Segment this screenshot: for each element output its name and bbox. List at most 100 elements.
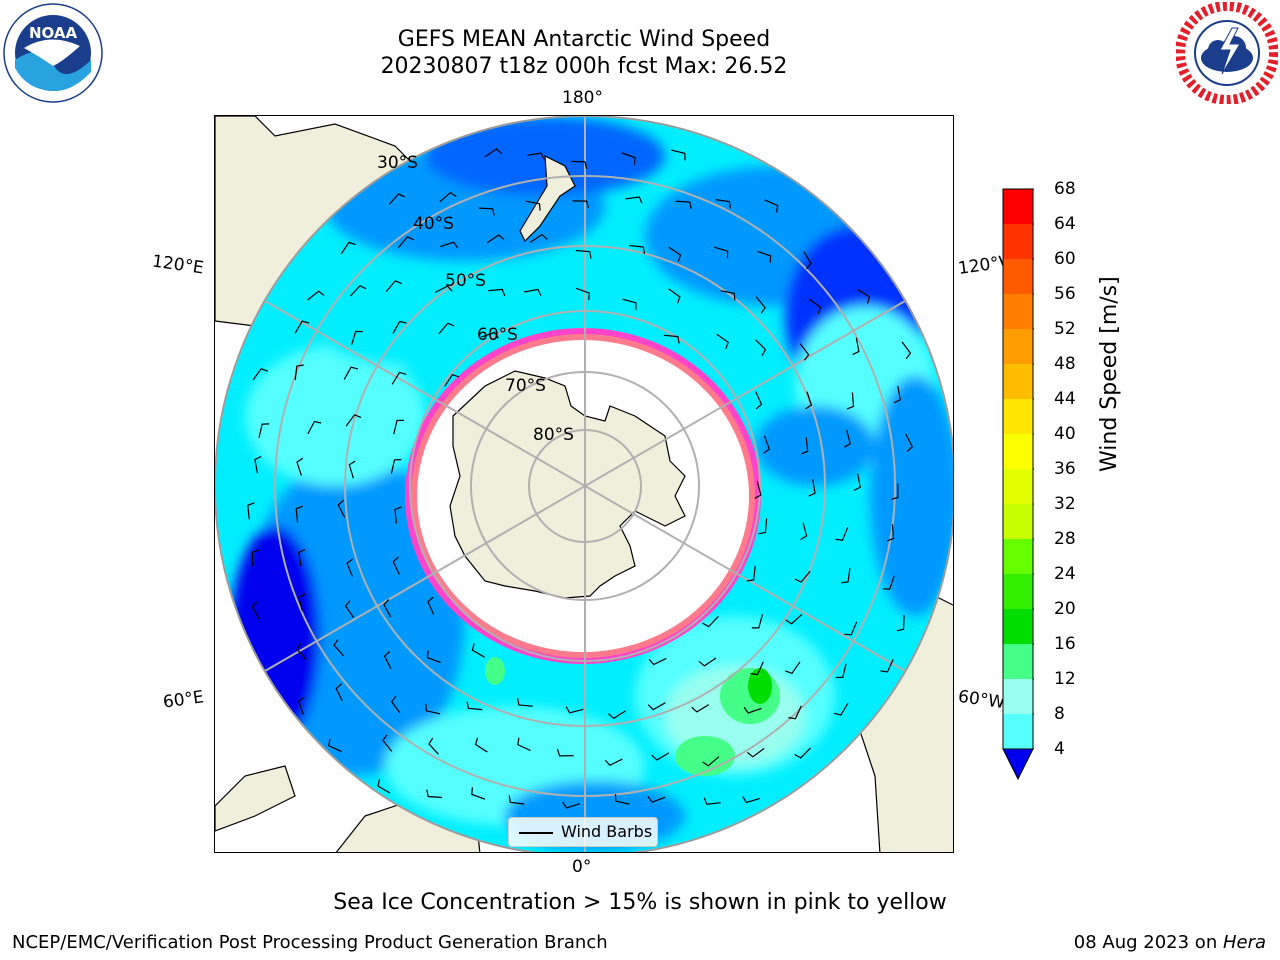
wind-barb <box>351 330 363 345</box>
colorbar-bin <box>1003 679 1033 714</box>
legend-label: Wind Barbs <box>561 822 653 841</box>
lat-label-40: 40°S <box>413 214 454 234</box>
wind-barb <box>751 614 764 629</box>
chart-subtitle: 20230807 t18z 000h fcst Max: 26.52 <box>380 54 788 79</box>
wind-barb <box>392 320 407 334</box>
wind-barb <box>668 288 681 304</box>
lat-label-80: 80°S <box>533 425 574 445</box>
wind-barb <box>527 152 545 160</box>
wind-barb <box>391 371 407 385</box>
colorbar-bin <box>1003 189 1033 224</box>
wind-barb <box>344 600 354 618</box>
colorbar-tick-label: 48 <box>1054 354 1076 374</box>
colorbar-tick-label: 4 <box>1054 739 1065 759</box>
wind-barb <box>486 234 505 244</box>
wind-barb <box>651 752 670 761</box>
wind-barb <box>350 284 367 297</box>
wind-barb <box>835 663 847 679</box>
footer-date: 08 Aug 2023 on Hera <box>1074 932 1266 953</box>
colorbar-bin <box>1003 539 1033 574</box>
wind-barb <box>747 747 765 758</box>
wind-barb <box>758 518 768 535</box>
wind-barb <box>743 706 762 714</box>
wind-barb <box>345 414 362 427</box>
wind-barb <box>629 244 646 255</box>
colorbar-bin <box>1003 504 1033 539</box>
wind-barb <box>841 567 851 584</box>
noaa-logo-text: NOAA <box>29 24 78 42</box>
colorbar-tick-label: 20 <box>1054 599 1076 619</box>
wind-barb <box>890 483 899 500</box>
wind-barb <box>755 391 763 410</box>
wind-barb <box>896 615 905 632</box>
wind-barb <box>852 337 860 356</box>
wind-barb <box>556 749 574 757</box>
colorbar-bin <box>1003 609 1033 644</box>
wind-barb <box>716 333 729 350</box>
wind-barb <box>808 479 816 497</box>
colorbar-tick-label: 24 <box>1054 564 1076 584</box>
wind-barb <box>478 207 495 216</box>
wind-barb <box>625 196 643 204</box>
colorbar <box>1002 188 1034 781</box>
wind-barb <box>794 747 812 759</box>
lon-label-60e: 60°E <box>161 687 206 713</box>
graticule <box>215 116 953 852</box>
wind-barb <box>383 651 392 669</box>
footer-date-text: 08 Aug 2023 on <box>1073 932 1223 953</box>
wind-barb <box>572 200 589 208</box>
wind-barb <box>575 287 590 301</box>
colorbar-bin <box>1003 714 1033 749</box>
wind-barb <box>755 339 767 356</box>
wind-barb <box>328 738 342 753</box>
wind-barb <box>604 758 623 767</box>
noaa-logo: NOAA <box>3 3 103 103</box>
lon-label-180: 180° <box>562 88 603 108</box>
colorbar-tick-label: 60 <box>1054 249 1076 269</box>
wind-barb <box>525 200 541 211</box>
wind-barb <box>844 621 858 636</box>
wind-barb <box>296 457 304 476</box>
wind-barb <box>800 522 808 541</box>
wind-barb <box>799 343 810 361</box>
wind-barb <box>307 290 325 301</box>
wind-barb <box>523 288 542 296</box>
wind-barb <box>808 298 822 315</box>
wind-barb <box>562 801 580 809</box>
wind-barb <box>427 596 435 615</box>
wind-barb <box>508 795 525 805</box>
footer-machine: Hera <box>1222 932 1266 953</box>
wind-barb <box>750 661 764 676</box>
wind-barb <box>671 149 686 161</box>
wind-barb <box>251 549 260 567</box>
colorbar-tick-label: 36 <box>1054 459 1076 479</box>
colorbar-bin <box>1003 329 1033 364</box>
colorbar-bin <box>1003 364 1033 399</box>
legend-barb-line <box>519 832 553 834</box>
sea-ice-caption: Sea Ice Concentration > 15% is shown in … <box>333 890 947 915</box>
wind-barb <box>428 737 439 755</box>
lat-label-70: 70°S <box>505 376 546 396</box>
wind-barb <box>425 703 441 715</box>
colorbar-tick-label: 32 <box>1054 494 1076 514</box>
lon-label-0: 0° <box>572 857 592 877</box>
wind-barb <box>853 473 861 491</box>
wind-barb <box>294 320 310 334</box>
colorbar-bin <box>1003 224 1033 259</box>
colorbar-tick-label: 64 <box>1054 214 1076 234</box>
wind-barb <box>565 706 584 714</box>
wind-barb <box>335 683 343 702</box>
wind-barb <box>663 334 680 344</box>
wind-barb <box>251 601 260 620</box>
colorbar-bin <box>1003 259 1033 294</box>
polar-map <box>215 116 953 852</box>
wind-barb <box>385 280 402 292</box>
wind-barb <box>647 796 666 803</box>
lat-label-30: 30°S <box>377 153 418 173</box>
colorbar-bin <box>1003 469 1033 504</box>
wind-max-patches <box>485 657 780 776</box>
wind-barb <box>388 193 406 205</box>
wind-barb <box>333 639 344 657</box>
map-panel: 30°S 40°S 50°S 60°S 70°S 80°S <box>214 115 954 853</box>
wind-barb <box>702 756 720 767</box>
